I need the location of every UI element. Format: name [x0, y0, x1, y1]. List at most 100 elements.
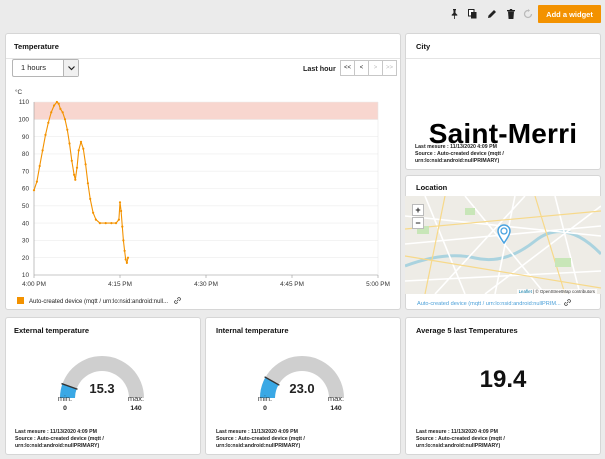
data-point [77, 149, 80, 152]
data-point [114, 222, 118, 225]
data-point [89, 197, 92, 200]
average-temperature-widget: Average 5 last Temperatures 19.4 Last me… [405, 317, 601, 455]
data-point [68, 142, 71, 145]
widget-title: Average 5 last Temperatures [416, 326, 518, 335]
data-point [82, 147, 85, 150]
data-point [104, 222, 107, 225]
gauge-min-label: min. [57, 394, 73, 403]
refresh-icon[interactable] [522, 8, 533, 19]
time-range-value: 1 hours [21, 63, 47, 72]
widget-title: Internal temperature [216, 326, 289, 335]
range-label: Last hour [303, 64, 336, 73]
time-range-select[interactable]: 1 hours [12, 59, 79, 77]
gauge-max-label: max. [127, 394, 145, 403]
trash-icon[interactable] [505, 8, 516, 19]
pin-icon[interactable] [449, 8, 460, 19]
city-widget: City Saint-Merri Last mesure : 11/13/202… [405, 33, 601, 170]
data-point [41, 149, 44, 152]
last-measure: Last mesure : 11/13/2020 4:09 PM Source … [216, 429, 305, 449]
data-point [125, 261, 128, 264]
map-attribution: Leaflet | © OpenStreetMap contributors [516, 289, 597, 294]
gauge-max-value: 140 [130, 405, 142, 412]
last-page-button[interactable]: >> [382, 60, 397, 76]
data-point [74, 178, 77, 181]
last-measure: Last mesure : 11/13/2020 4:09 PM Source … [416, 429, 505, 449]
series-line [33, 101, 129, 264]
zoom-out-button[interactable]: − [412, 217, 424, 229]
temperature-chart: 10 20 30 40 50 60 70 80 90 100 110 °C 4:00 PM 4:15 PM… [15, 88, 390, 288]
legend-label: Auto-created device (mqtt / urn:lo:nsid:… [29, 297, 181, 305]
y-tick-label: 90 [22, 134, 30, 141]
data-point [61, 111, 64, 114]
y-tick-label: 70 [22, 168, 30, 175]
y-tick-label: 110 [19, 99, 30, 106]
x-tick-label: 4:00 PM [22, 281, 46, 288]
internal-temperature-widget: Internal temperature Last mesure : 11/13… [205, 317, 401, 455]
data-point [55, 100, 59, 104]
data-point [59, 107, 62, 110]
data-point [63, 118, 67, 121]
data-point [124, 258, 127, 261]
widget-title: City [416, 42, 431, 51]
data-point [35, 180, 38, 183]
widget-title: External temperature [14, 326, 90, 335]
previous-page-button[interactable]: < [354, 60, 369, 76]
y-tick-label: 30 [22, 238, 30, 245]
widget-title: Temperature [14, 42, 59, 51]
gauge-value: 23.0 [289, 381, 315, 396]
data-point [50, 111, 53, 114]
data-point [75, 166, 79, 169]
map-tiles [405, 196, 601, 294]
gauge-needle [264, 376, 280, 386]
link-icon[interactable] [173, 297, 181, 304]
data-point [118, 201, 122, 204]
temperature-widget: Temperature [5, 33, 401, 310]
legend-swatch [17, 297, 24, 304]
gauge-fill [60, 383, 77, 398]
city-value: Saint-Merri [428, 118, 578, 149]
add-widget-button[interactable]: Add a widget [538, 5, 601, 23]
data-point [94, 218, 97, 221]
x-tick-label: 4:45 PM [280, 281, 304, 288]
data-point [47, 121, 50, 124]
y-tick-label: 80 [22, 151, 30, 158]
location-pin-icon[interactable] [497, 224, 511, 244]
data-point [122, 239, 125, 242]
copy-icon[interactable] [467, 8, 478, 19]
gauge-needle [61, 382, 78, 390]
average-value: 19.4 [479, 366, 527, 393]
y-tick-label: 50 [22, 203, 30, 210]
data-point [32, 189, 36, 192]
data-point [121, 225, 124, 228]
gauge-min-value: 0 [63, 405, 67, 412]
data-point [79, 140, 83, 143]
gauge-max-value: 140 [330, 405, 342, 412]
y-tick-label: 40 [22, 220, 30, 227]
data-point [44, 133, 47, 136]
y-tick-label: 10 [22, 272, 30, 279]
widget-title: Location [416, 183, 448, 192]
data-point [92, 211, 95, 214]
link-icon[interactable] [564, 299, 571, 306]
data-point [70, 159, 73, 162]
data-point [73, 173, 76, 176]
last-measure: Last mesure : 11/13/2020 4:09 PM Source … [15, 429, 104, 449]
data-point [98, 222, 101, 225]
gauge-min-value: 0 [263, 405, 267, 412]
data-point [38, 164, 41, 168]
threshold-band [34, 102, 378, 120]
data-point [84, 163, 87, 166]
gauge-track [60, 356, 144, 398]
y-tick-label: 60 [22, 186, 30, 193]
map[interactable]: Leaflet | © OpenStreetMap contributors [405, 196, 601, 294]
gauge-track [260, 356, 344, 398]
zoom-in-button[interactable]: + [412, 204, 424, 216]
data-point [57, 102, 60, 105]
pencil-icon[interactable] [486, 8, 497, 19]
gauge-value: 15.3 [89, 381, 115, 396]
chevron-down-icon [63, 60, 78, 76]
map-legend[interactable]: Auto-created device (mqtt / urn:lo:nsid:… [417, 299, 571, 307]
data-point [126, 256, 130, 259]
